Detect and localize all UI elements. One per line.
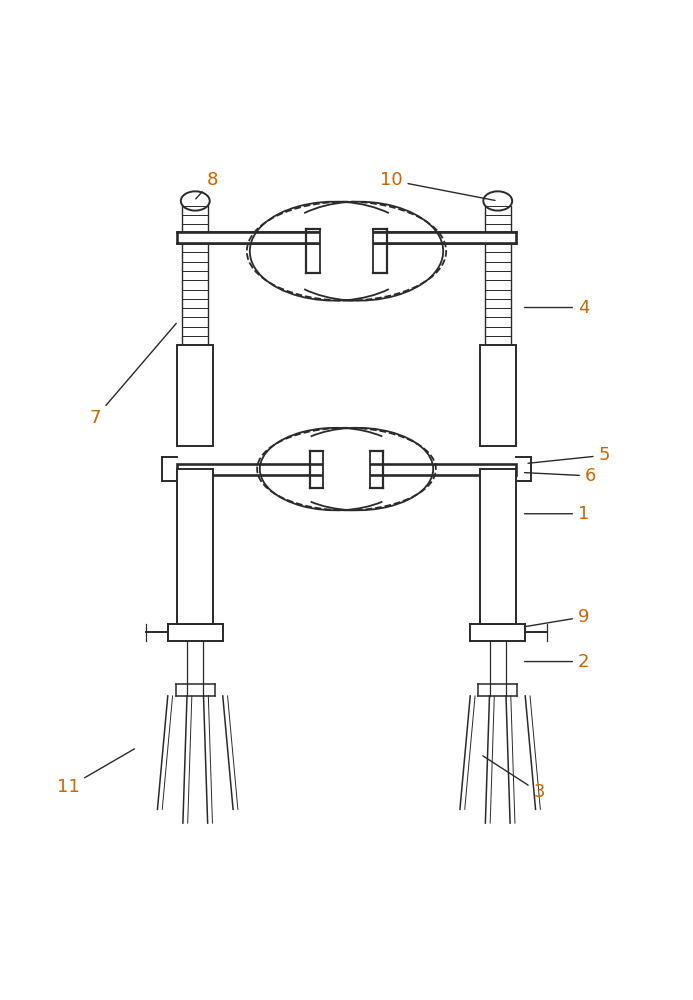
Polygon shape <box>177 232 516 243</box>
Text: 7: 7 <box>90 323 176 427</box>
Polygon shape <box>480 345 516 446</box>
Text: 8: 8 <box>195 171 218 199</box>
Text: 9: 9 <box>525 608 590 627</box>
Text: 5: 5 <box>528 446 610 464</box>
Text: 1: 1 <box>525 505 589 523</box>
Polygon shape <box>480 469 516 624</box>
Text: 11: 11 <box>57 749 134 796</box>
Polygon shape <box>320 227 373 275</box>
Text: 10: 10 <box>380 171 495 200</box>
Polygon shape <box>177 345 213 446</box>
Text: 4: 4 <box>525 299 590 317</box>
Polygon shape <box>323 449 370 489</box>
Text: 6: 6 <box>525 467 596 485</box>
Polygon shape <box>177 469 213 624</box>
Text: 3: 3 <box>483 756 545 801</box>
Polygon shape <box>177 464 516 475</box>
Text: 2: 2 <box>525 653 590 671</box>
